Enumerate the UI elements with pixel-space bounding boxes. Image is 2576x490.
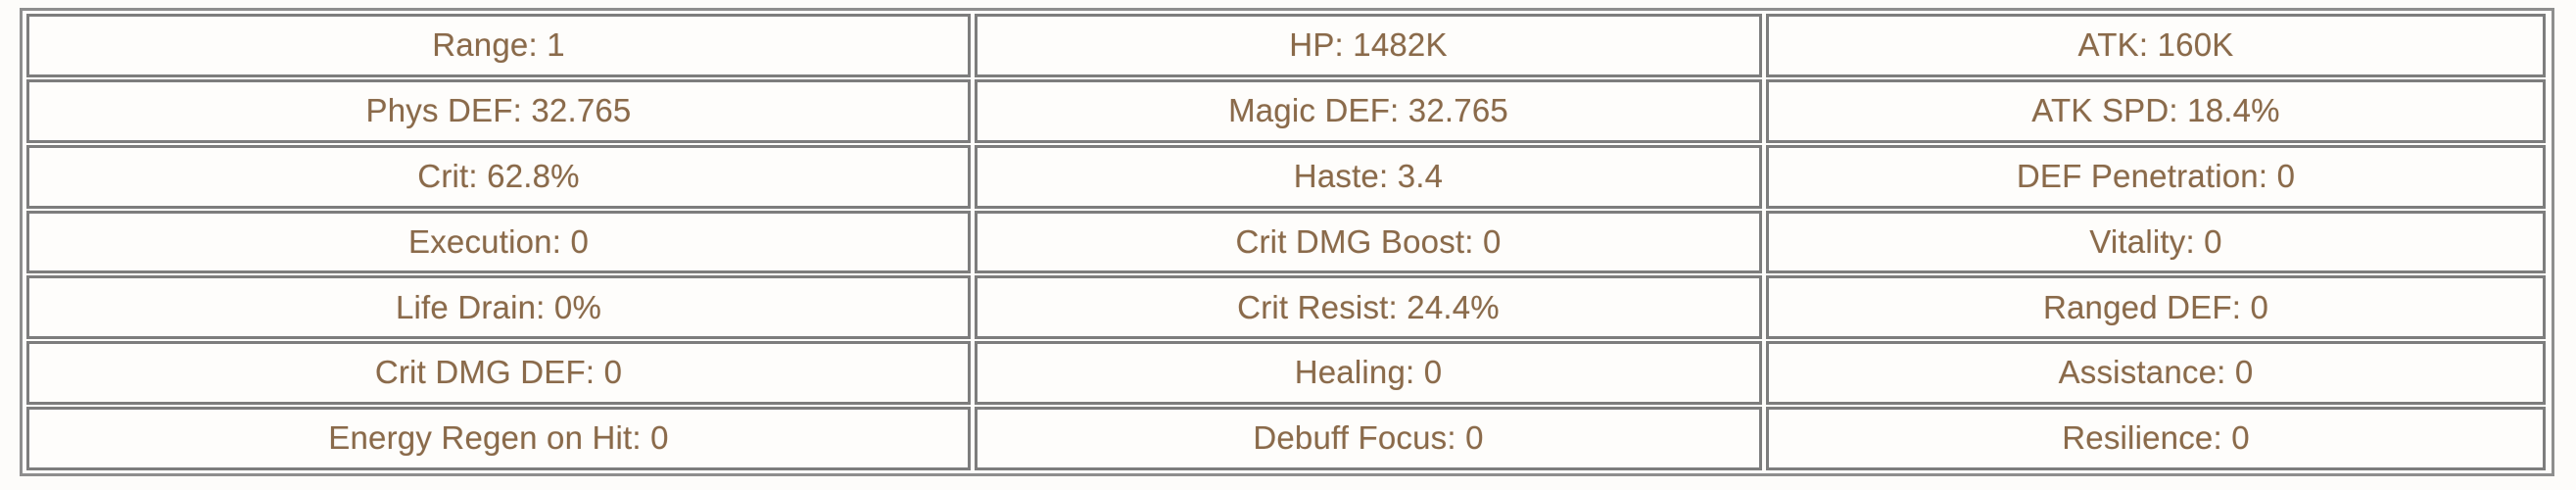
stat-text-atk-spd: ATK SPD: 18.4% [2031,91,2280,128]
stat-text-hp: HP: 1482K [1289,26,1448,64]
stat-cell-atk: ATK: 160K [1766,14,2546,77]
stat-cell-energy-regen-on-hit: Energy Regen on Hit: 0 [26,407,971,470]
stat-text-life-drain: Life Drain: 0% [395,288,602,325]
stat-cell-crit-dmg-boost: Crit DMG Boost: 0 [975,210,1762,274]
stats-grid: Range: 1 HP: 1482K ATK: 160K Phys DEF: 3… [24,13,2550,471]
stat-text-execution: Execution: 0 [407,222,589,260]
stat-text-crit-resist: Crit Resist: 24.4% [1237,288,1500,325]
stat-text-energy-regen-on-hit: Energy Regen on Hit: 0 [328,419,669,457]
stat-text-crit-dmg-def: Crit DMG DEF: 0 [374,354,623,391]
stat-cell-def-penetration: DEF Penetration: 0 [1766,144,2546,209]
stat-cell-atk-spd: ATK SPD: 18.4% [1766,78,2546,143]
stat-cell-ranged-def: Ranged DEF: 0 [1766,275,2546,340]
stat-text-vitality: Vitality: 0 [2089,222,2222,260]
stat-cell-assistance: Assistance: 0 [1766,341,2546,406]
stat-text-debuff-focus: Debuff Focus: 0 [1253,419,1484,457]
stat-text-resilience: Resilience: 0 [2062,419,2250,457]
stat-cell-magic-def: Magic DEF: 32.765 [975,78,1762,143]
stat-text-def-penetration: DEF Penetration: 0 [2016,157,2296,194]
stat-cell-execution: Execution: 0 [26,210,971,274]
stat-cell-haste: Haste: 3.4 [975,144,1762,209]
stat-text-crit-dmg-boost: Crit DMG Boost: 0 [1235,222,1502,260]
stat-cell-phys-def: Phys DEF: 32.765 [26,78,971,143]
stat-cell-hp: HP: 1482K [975,14,1762,77]
stat-cell-crit-dmg-def: Crit DMG DEF: 0 [26,341,971,406]
stat-text-assistance: Assistance: 0 [2058,354,2254,391]
stat-cell-debuff-focus: Debuff Focus: 0 [975,407,1762,470]
stat-text-magic-def: Magic DEF: 32.765 [1228,91,1508,128]
stat-cell-resilience: Resilience: 0 [1766,407,2546,470]
stat-cell-range: Range: 1 [26,14,971,77]
stat-cell-crit-resist: Crit Resist: 24.4% [975,275,1762,340]
stat-cell-life-drain: Life Drain: 0% [26,275,971,340]
stat-text-atk: ATK: 160K [2077,26,2234,64]
stat-text-haste: Haste: 3.4 [1293,157,1444,194]
stat-text-crit: Crit: 62.8% [417,157,580,194]
stat-cell-healing: Healing: 0 [975,341,1762,406]
stat-text-phys-def: Phys DEF: 32.765 [365,91,632,128]
stat-text-range: Range: 1 [432,26,565,64]
stat-text-ranged-def: Ranged DEF: 0 [2042,288,2269,325]
stat-text-healing: Healing: 0 [1294,354,1443,391]
stat-cell-crit: Crit: 62.8% [26,144,971,209]
stat-cell-vitality: Vitality: 0 [1766,210,2546,274]
character-stats-panel: Range: 1 HP: 1482K ATK: 160K Phys DEF: 3… [20,8,2554,476]
